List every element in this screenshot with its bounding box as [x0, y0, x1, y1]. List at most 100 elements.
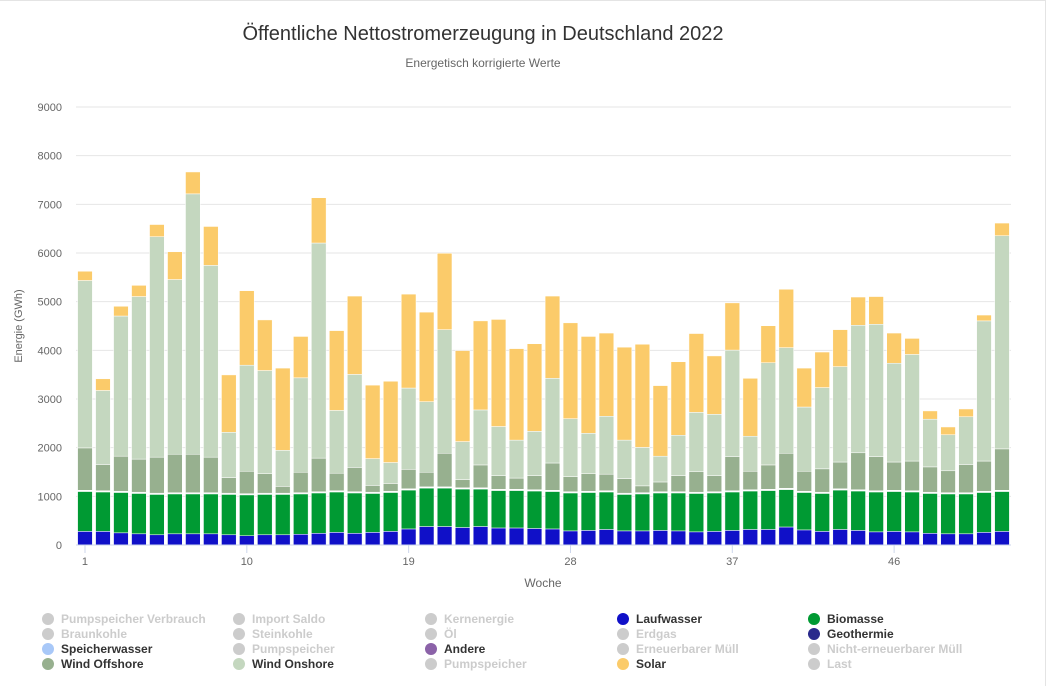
bar-segment-wind-offshore[interactable]	[940, 470, 956, 493]
bar-segment-wind-offshore[interactable]	[526, 475, 543, 491]
bar-segment-wind-onshore[interactable]	[95, 390, 111, 465]
bar-segment-wind-onshore[interactable]	[311, 242, 327, 459]
week-bar-stack[interactable]	[293, 336, 309, 546]
bar-segment-wind-onshore[interactable]	[868, 324, 884, 457]
bar-segment-solar[interactable]	[688, 333, 704, 413]
bar-segment-biomasse[interactable]	[526, 490, 543, 529]
bar-segment-solar[interactable]	[976, 314, 992, 322]
legend-item[interactable]: Import Saldo	[233, 612, 325, 626]
bar-segment-solar[interactable]	[760, 325, 776, 364]
bar-segment-biomasse[interactable]	[670, 492, 686, 532]
bar-segment-wind-offshore[interactable]	[347, 467, 363, 492]
bar-segment-laufwasser[interactable]	[329, 532, 345, 546]
bar-segment-biomasse[interactable]	[131, 493, 147, 535]
bar-segment-biomasse[interactable]	[778, 489, 794, 528]
week-bar-stack[interactable]	[365, 384, 381, 546]
bar-segment-biomasse[interactable]	[598, 491, 615, 530]
bar-segment-solar[interactable]	[365, 384, 381, 459]
bar-segment-wind-offshore[interactable]	[562, 476, 579, 492]
bar-segment-wind-onshore[interactable]	[922, 418, 938, 468]
bar-segment-laufwasser[interactable]	[616, 530, 633, 546]
bar-segment-biomasse[interactable]	[401, 489, 417, 530]
bar-segment-laufwasser[interactable]	[544, 528, 561, 546]
bar-segment-laufwasser[interactable]	[976, 532, 992, 546]
bar-segment-laufwasser[interactable]	[688, 531, 704, 546]
bar-segment-wind-onshore[interactable]	[724, 349, 740, 457]
bar-segment-wind-offshore[interactable]	[616, 478, 633, 494]
bar-segment-wind-offshore[interactable]	[472, 464, 489, 489]
bar-segment-biomasse[interactable]	[904, 491, 920, 533]
week-bar-stack[interactable]	[796, 367, 812, 546]
week-bar-stack[interactable]	[994, 222, 1010, 546]
week-bar-stack[interactable]	[598, 332, 615, 546]
bar-segment-wind-onshore[interactable]	[293, 377, 309, 473]
bar-segment-biomasse[interactable]	[490, 490, 507, 529]
bar-segment-wind-offshore[interactable]	[724, 456, 740, 491]
legend-item[interactable]: Wind Offshore	[42, 657, 144, 671]
bar-segment-biomasse[interactable]	[688, 493, 704, 533]
bar-segment-wind-offshore[interactable]	[257, 473, 273, 494]
bar-segment-wind-onshore[interactable]	[940, 434, 956, 472]
bar-segment-solar[interactable]	[778, 289, 794, 348]
legend-item[interactable]: Erneuerbarer Müll	[617, 642, 739, 656]
bar-segment-laufwasser[interactable]	[652, 530, 668, 546]
bar-segment-laufwasser[interactable]	[706, 531, 722, 546]
bar-segment-biomasse[interactable]	[544, 491, 561, 530]
bar-segment-wind-onshore[interactable]	[436, 329, 453, 454]
week-bar-stack[interactable]	[814, 351, 830, 546]
bar-segment-laufwasser[interactable]	[832, 529, 848, 546]
bar-segment-solar[interactable]	[814, 351, 830, 388]
bar-segment-wind-onshore[interactable]	[383, 462, 399, 484]
bar-segment-wind-onshore[interactable]	[976, 320, 992, 462]
bar-segment-biomasse[interactable]	[203, 493, 219, 535]
bar-segment-solar[interactable]	[940, 426, 956, 436]
week-bar-stack[interactable]	[904, 338, 920, 546]
bar-segment-solar[interactable]	[221, 374, 237, 433]
bar-segment-laufwasser[interactable]	[149, 534, 165, 546]
bar-segment-wind-offshore[interactable]	[419, 471, 435, 488]
bar-segment-solar[interactable]	[383, 380, 399, 463]
bar-segment-solar[interactable]	[311, 197, 327, 244]
bar-segment-laufwasser[interactable]	[904, 531, 920, 546]
bar-segment-solar[interactable]	[958, 408, 974, 418]
bar-segment-biomasse[interactable]	[742, 490, 758, 530]
week-bar-stack[interactable]	[329, 330, 345, 546]
week-bar-stack[interactable]	[472, 320, 489, 546]
week-bar-stack[interactable]	[239, 290, 255, 546]
legend-item[interactable]: Öl	[425, 627, 457, 641]
bar-segment-solar[interactable]	[634, 344, 651, 448]
legend-item[interactable]: Laufwasser	[617, 612, 702, 626]
bar-segment-laufwasser[interactable]	[958, 533, 974, 546]
legend-item[interactable]: Erdgas	[617, 627, 677, 641]
bar-segment-wind-offshore[interactable]	[688, 471, 704, 493]
bar-segment-solar[interactable]	[652, 385, 668, 457]
week-bar-stack[interactable]	[778, 289, 794, 546]
bar-segment-solar[interactable]	[472, 320, 489, 411]
bar-segment-solar[interactable]	[850, 296, 866, 326]
bar-segment-laufwasser[interactable]	[221, 534, 237, 546]
bar-segment-laufwasser[interactable]	[239, 535, 255, 546]
week-bar-stack[interactable]	[544, 295, 561, 546]
bar-segment-solar[interactable]	[526, 343, 543, 432]
bar-segment-wind-onshore[interactable]	[544, 378, 561, 464]
week-bar-stack[interactable]	[490, 319, 507, 546]
bar-segment-biomasse[interactable]	[706, 492, 722, 532]
bar-segment-laufwasser[interactable]	[419, 526, 435, 546]
bar-segment-laufwasser[interactable]	[526, 528, 543, 546]
bar-segment-laufwasser[interactable]	[778, 526, 794, 546]
bar-segment-wind-offshore[interactable]	[796, 471, 812, 492]
bar-segment-solar[interactable]	[724, 302, 740, 351]
week-bar-stack[interactable]	[670, 361, 686, 546]
bar-segment-wind-onshore[interactable]	[508, 439, 525, 479]
week-bar-stack[interactable]	[95, 378, 111, 546]
legend-item[interactable]: Pumpspeicher Verbrauch	[42, 612, 206, 626]
bar-segment-biomasse[interactable]	[724, 491, 740, 531]
week-bar-stack[interactable]	[508, 348, 525, 546]
bar-segment-wind-offshore[interactable]	[814, 468, 830, 493]
bar-segment-biomasse[interactable]	[257, 494, 273, 536]
bar-segment-solar[interactable]	[796, 367, 812, 408]
bar-segment-laufwasser[interactable]	[562, 530, 579, 546]
bar-segment-wind-offshore[interactable]	[275, 486, 291, 494]
legend-item[interactable]: Nicht-erneuerbarer Müll	[808, 642, 962, 656]
bar-segment-laufwasser[interactable]	[472, 526, 489, 546]
